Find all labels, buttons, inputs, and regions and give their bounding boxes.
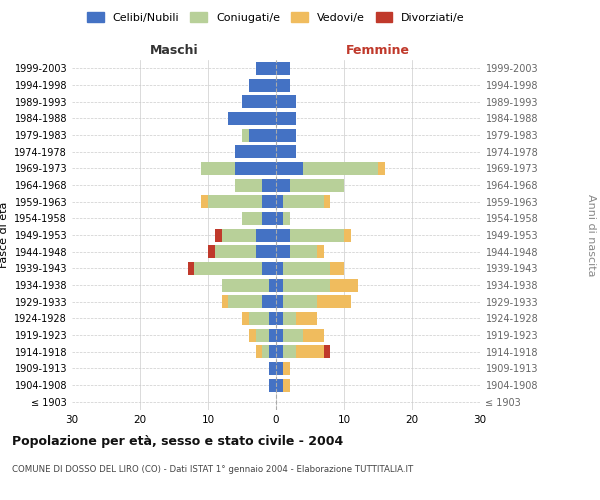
Bar [242,312,249,325]
Bar [276,245,290,258]
Bar [276,295,283,308]
Bar [283,295,317,308]
Bar [283,278,331,291]
Bar [323,345,331,358]
Bar [303,328,323,342]
Text: Popolazione per età, sesso e stato civile - 2004: Popolazione per età, sesso e stato civil… [12,435,343,448]
Bar [323,195,331,208]
Bar [229,295,262,308]
Bar [296,345,323,358]
Bar [283,345,296,358]
Bar [221,295,229,308]
Bar [215,245,256,258]
Bar [242,95,276,108]
Bar [276,78,290,92]
Bar [276,328,283,342]
Bar [221,278,269,291]
Bar [262,178,276,192]
Bar [344,228,351,241]
Bar [283,212,290,225]
Bar [256,328,269,342]
Bar [276,362,283,375]
Bar [276,378,283,392]
Bar [331,278,358,291]
Bar [276,278,283,291]
Bar [276,178,290,192]
Bar [276,262,283,275]
Bar [249,78,276,92]
Bar [269,328,276,342]
Bar [276,62,290,75]
Bar [269,345,276,358]
Text: Maschi: Maschi [149,44,199,57]
Bar [201,162,235,175]
Bar [296,312,317,325]
Bar [276,345,283,358]
Bar [194,262,262,275]
Bar [249,128,276,141]
Bar [208,245,215,258]
Bar [290,178,344,192]
Bar [276,195,283,208]
Bar [378,162,385,175]
Bar [262,345,269,358]
Bar [256,228,276,241]
Bar [242,128,249,141]
Bar [303,162,378,175]
Bar [269,378,276,392]
Bar [317,245,323,258]
Bar [276,312,283,325]
Bar [249,328,256,342]
Bar [283,378,290,392]
Bar [317,295,351,308]
Bar [256,345,262,358]
Text: Femmine: Femmine [346,44,410,57]
Bar [276,128,296,141]
Bar [215,228,221,241]
Bar [276,228,290,241]
Legend: Celibi/Nubili, Coniugati/e, Vedovi/e, Divorziati/e: Celibi/Nubili, Coniugati/e, Vedovi/e, Di… [87,12,465,23]
Bar [221,228,256,241]
Bar [262,195,276,208]
Bar [276,112,296,125]
Bar [188,262,194,275]
Bar [269,278,276,291]
Bar [249,312,269,325]
Bar [290,228,344,241]
Bar [235,145,276,158]
Bar [262,262,276,275]
Bar [229,112,276,125]
Bar [290,245,317,258]
Text: Anni di nascita: Anni di nascita [586,194,596,276]
Bar [201,195,208,208]
Bar [331,262,344,275]
Bar [235,162,276,175]
Bar [276,212,283,225]
Bar [256,245,276,258]
Bar [276,162,303,175]
Y-axis label: Fasce di età: Fasce di età [0,202,9,268]
Bar [235,178,262,192]
Text: COMUNE DI DOSSO DEL LIRO (CO) - Dati ISTAT 1° gennaio 2004 - Elaborazione TUTTIT: COMUNE DI DOSSO DEL LIRO (CO) - Dati IST… [12,465,413,474]
Bar [256,62,276,75]
Bar [269,362,276,375]
Bar [276,145,296,158]
Bar [269,312,276,325]
Bar [283,195,323,208]
Bar [283,362,290,375]
Bar [283,328,303,342]
Bar [208,195,262,208]
Bar [276,95,296,108]
Bar [242,212,262,225]
Bar [262,212,276,225]
Bar [283,312,296,325]
Bar [262,295,276,308]
Bar [283,262,331,275]
